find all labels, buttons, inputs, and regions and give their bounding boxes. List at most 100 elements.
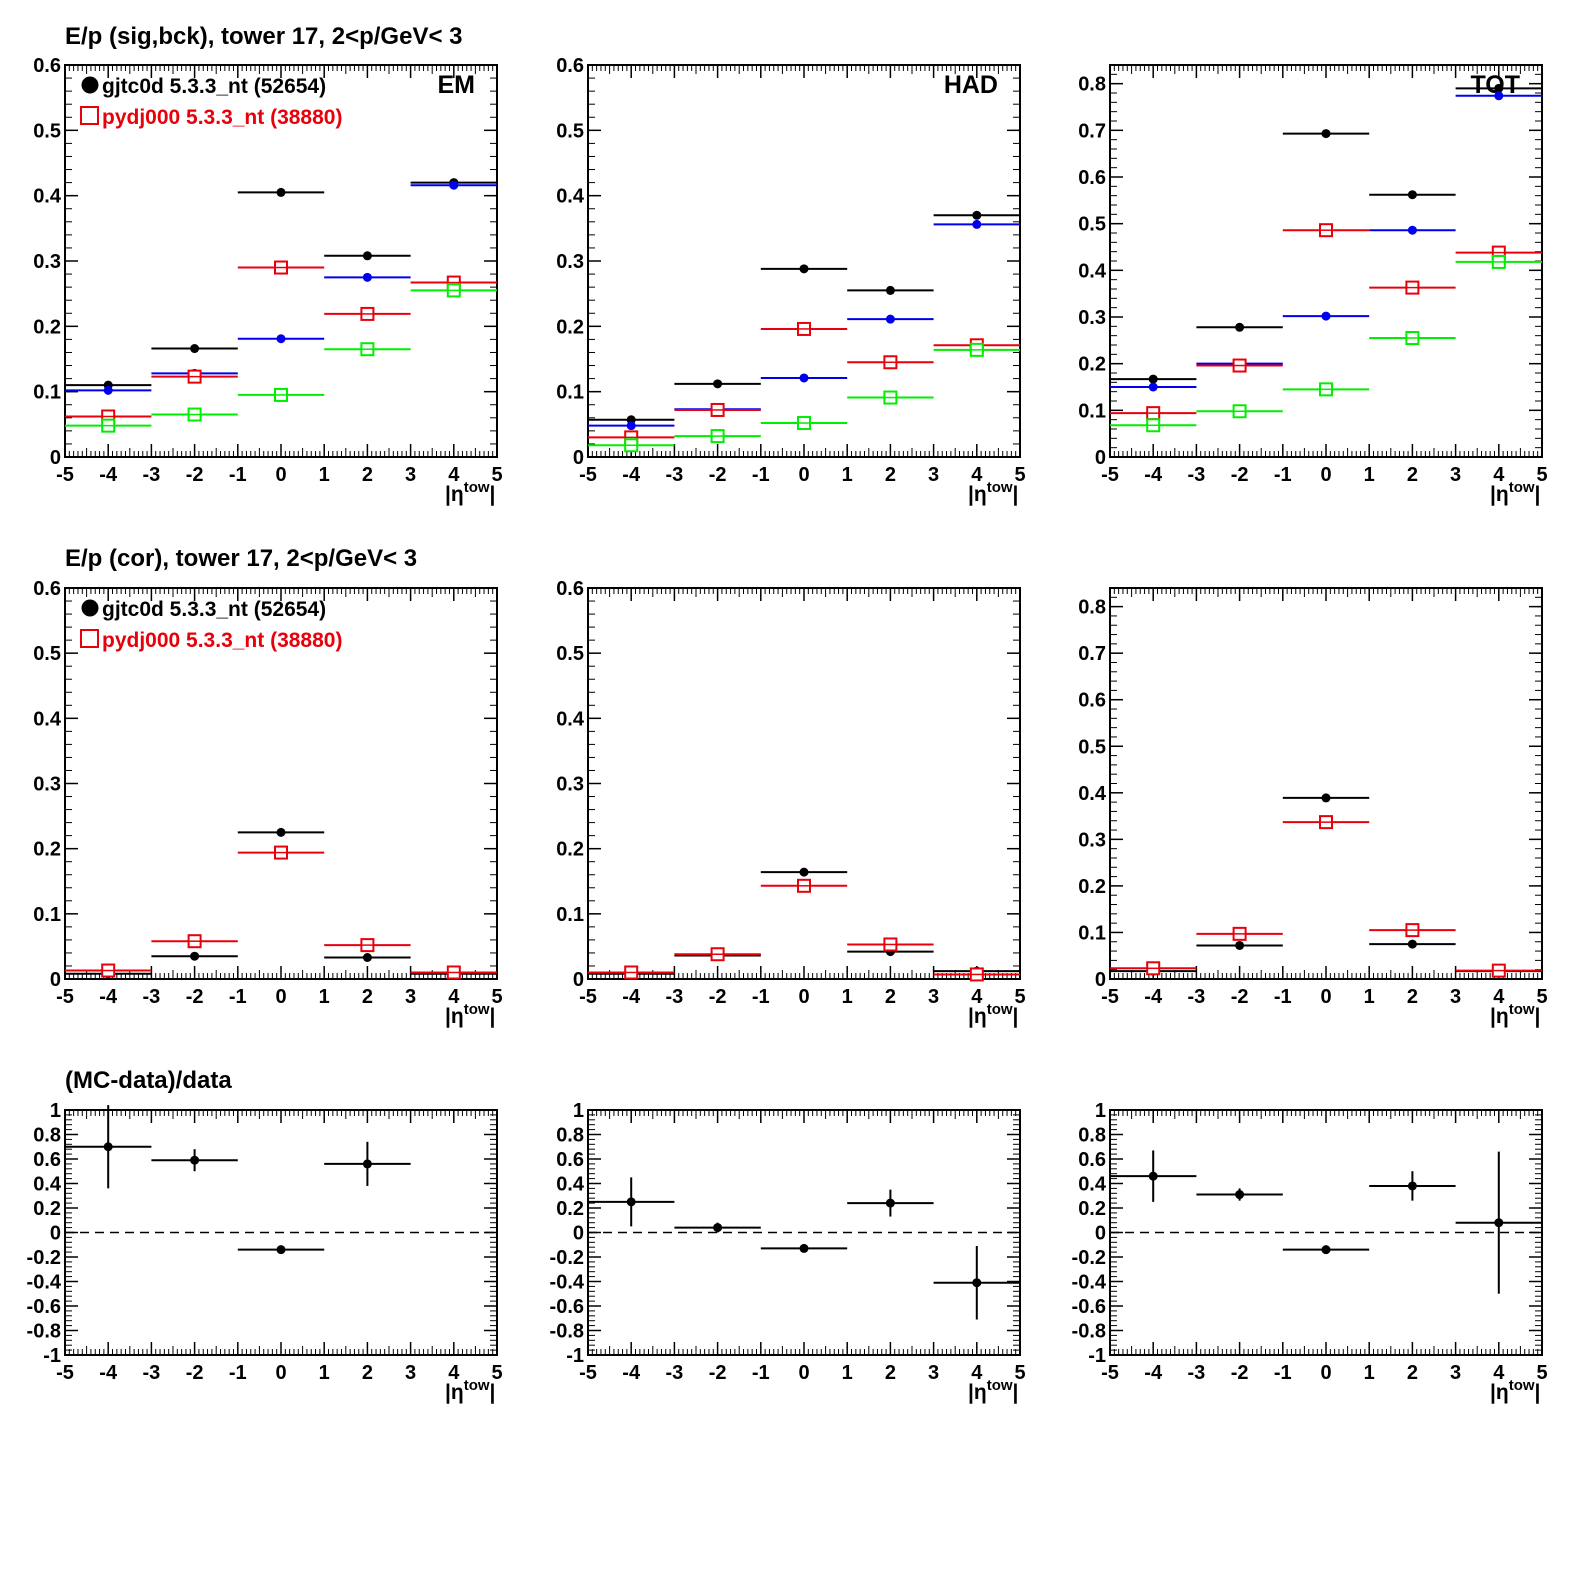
x-tick-label: 3 <box>1450 986 1461 1008</box>
y-tick-label: 0.5 <box>33 120 61 142</box>
x-tick-label: -4 <box>99 986 118 1008</box>
x-tick-label: 2 <box>362 986 373 1008</box>
x-axis-label: |ηtow| <box>968 1377 1018 1404</box>
x-tick-label: -5 <box>1101 464 1119 486</box>
x-tick-label: 1 <box>1364 464 1375 486</box>
x-tick-label: 4 <box>971 1362 983 1384</box>
y-tick-label: 0.3 <box>1078 307 1106 329</box>
x-tick-label: 5 <box>1014 986 1025 1008</box>
x-tick-label: 4 <box>1493 464 1505 486</box>
x-tick-label: 3 <box>928 1362 939 1384</box>
x-tick-label: 1 <box>319 464 330 486</box>
chart-panel: -5 -4 -3 -2 -1 0 1 2 3 4 5 0 0.1 0.2 0.3 0.4 0.5 0.6 0.7 0.… <box>1078 587 1548 1028</box>
x-axis-label: |ηtow| <box>445 479 495 506</box>
x-tick-label: 3 <box>1450 464 1461 486</box>
x-tick-label: -1 <box>229 1362 247 1384</box>
x-tick-label: 0 <box>798 986 809 1008</box>
x-tick-label: -3 <box>666 464 684 486</box>
x-tick-label: -2 <box>709 464 727 486</box>
x-tick-label: 0 <box>798 464 809 486</box>
row-title-mc-data-ratio: (MC-data)/data <box>65 1067 232 1094</box>
y-tick-label: 0.8 <box>556 1125 584 1147</box>
legend-label-mc: pydj000 5.3.3_nt (38880) <box>102 629 342 652</box>
y-tick-label: -0.4 <box>550 1272 585 1294</box>
data-point <box>103 385 113 395</box>
data-point <box>1321 793 1331 803</box>
y-tick-label: 0 <box>1095 969 1106 991</box>
x-tick-label: -3 <box>666 986 684 1008</box>
x-tick-label: 0 <box>798 1362 809 1384</box>
y-tick-label: 0.8 <box>1078 597 1106 619</box>
y-tick-label: -1 <box>1088 1345 1106 1367</box>
data-point <box>1148 382 1158 392</box>
x-axis-label: |ηtow| <box>1490 479 1540 506</box>
data-point <box>972 210 982 220</box>
y-tick-label: 0 <box>50 1223 61 1245</box>
x-tick-label: 2 <box>885 1362 896 1384</box>
x-tick-label: -3 <box>1188 464 1206 486</box>
data-point <box>276 1245 286 1255</box>
y-tick-label: 0.2 <box>33 1198 61 1220</box>
x-axis-label: |ηtow| <box>968 1001 1018 1028</box>
x-tick-label: -1 <box>1274 464 1292 486</box>
y-tick-label: 0.8 <box>1078 1125 1106 1147</box>
data-point <box>799 867 809 877</box>
panel-tag: EM <box>438 71 476 99</box>
x-tick-label: -2 <box>1231 1362 1249 1384</box>
y-tick-label: -0.2 <box>1072 1247 1106 1269</box>
x-tick-label: -5 <box>579 1362 597 1384</box>
x-tick-label: 0 <box>1320 1362 1331 1384</box>
x-tick-label: 1 <box>1364 1362 1375 1384</box>
data-point <box>1407 190 1417 200</box>
x-tick-label: 2 <box>885 986 896 1008</box>
y-tick-label: -0.2 <box>550 1247 584 1269</box>
data-series <box>588 878 1020 982</box>
data-point <box>1407 1181 1417 1191</box>
x-tick-label: 5 <box>1014 1362 1025 1384</box>
y-tick-label: 0.6 <box>33 1149 61 1171</box>
x-tick-label: -2 <box>186 986 204 1008</box>
y-tick-label: -0.8 <box>1072 1321 1106 1343</box>
legend-marker-mc <box>80 629 99 648</box>
x-tick-label: -1 <box>1274 986 1292 1008</box>
legend: gjtc0d 5.3.3_nt (52654) pydj000 5.3.3_nt … <box>80 75 342 129</box>
data-point <box>1148 374 1158 384</box>
y-tick-label: -0.6 <box>550 1296 584 1318</box>
plot-frame <box>1109 587 1543 980</box>
x-tick-label: 0 <box>275 1362 286 1384</box>
y-tick-label: 0.7 <box>1078 643 1106 665</box>
data-point <box>885 314 895 324</box>
x-tick-label: -2 <box>186 1362 204 1384</box>
x-tick-label: 2 <box>885 464 896 486</box>
y-tick-label: 0 <box>1095 447 1106 469</box>
data-series <box>65 178 497 390</box>
data-point <box>885 285 895 295</box>
row-title-cor: E/p (cor), tower 17, 2<p/GeV< 3 <box>65 545 417 572</box>
y-tick-label: 0.3 <box>33 251 61 273</box>
x-tick-label: 2 <box>1407 1362 1418 1384</box>
x-tick-label: -3 <box>143 986 161 1008</box>
plot-frame <box>587 64 1021 458</box>
x-tick-label: 3 <box>405 464 416 486</box>
y-tick-label: -1 <box>566 1345 584 1367</box>
y-tick-label: 0.5 <box>1078 214 1106 236</box>
data-point <box>1148 1171 1158 1181</box>
y-tick-label: 0.4 <box>1078 783 1107 805</box>
x-tick-label: -1 <box>752 1362 770 1384</box>
x-tick-label: 4 <box>971 986 983 1008</box>
y-tick-label: 0.4 <box>556 708 585 730</box>
chart-panel: -5 -4 -3 -2 -1 0 1 2 3 4 5-1-0.8-0.6-0.4-0.200.20.… <box>1072 1100 1548 1404</box>
x-tick-label: 0 <box>275 986 286 1008</box>
data-point <box>1407 225 1417 235</box>
x-tick-label: 1 <box>319 1362 330 1384</box>
y-tick-label: 0 <box>1095 1223 1106 1245</box>
y-tick-label: 0.6 <box>556 55 584 77</box>
data-point <box>1494 1218 1504 1228</box>
y-tick-label: 0.5 <box>556 120 584 142</box>
data-point <box>362 1159 372 1169</box>
y-tick-label: 0.1 <box>33 904 61 926</box>
x-tick-label: 3 <box>928 986 939 1008</box>
panel-grid: -5 -4 -3 -2 -1 0 1 2 3 4 5 0 0.1 0.2 0.3 0.4 0.5 0.6 |ηtow… <box>27 55 1548 1404</box>
data-point <box>972 219 982 229</box>
